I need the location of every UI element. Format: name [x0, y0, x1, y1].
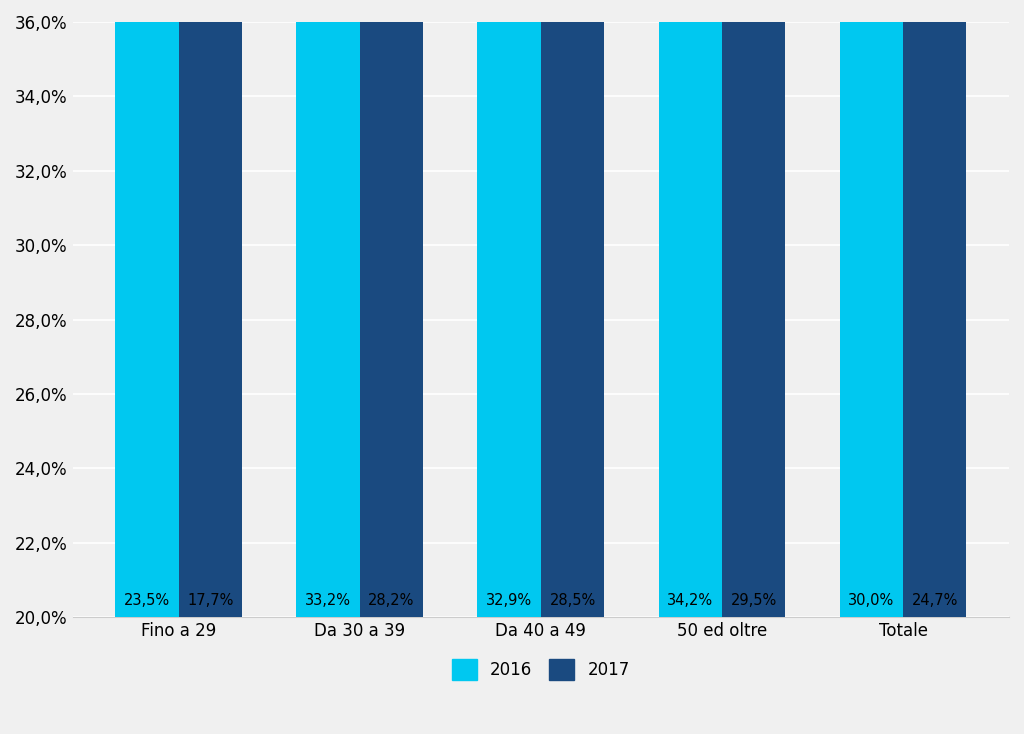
Legend: 2016, 2017: 2016, 2017 [445, 653, 636, 686]
Text: 29,5%: 29,5% [730, 593, 777, 608]
Text: 23,5%: 23,5% [124, 593, 170, 608]
Bar [477, 0, 541, 617]
Bar [903, 0, 967, 617]
Bar [722, 0, 785, 617]
Bar [296, 0, 359, 617]
Text: 34,2%: 34,2% [668, 593, 714, 608]
Text: 17,7%: 17,7% [187, 593, 233, 608]
Bar [359, 0, 423, 617]
Bar [115, 0, 178, 617]
Text: 28,2%: 28,2% [369, 593, 415, 608]
Text: 32,9%: 32,9% [486, 593, 532, 608]
Bar [541, 0, 604, 617]
Bar [840, 0, 903, 617]
Text: 33,2%: 33,2% [305, 593, 351, 608]
Text: 30,0%: 30,0% [848, 593, 895, 608]
Bar [178, 0, 242, 617]
Bar [658, 0, 722, 617]
Text: 24,7%: 24,7% [911, 593, 957, 608]
Text: 28,5%: 28,5% [550, 593, 596, 608]
